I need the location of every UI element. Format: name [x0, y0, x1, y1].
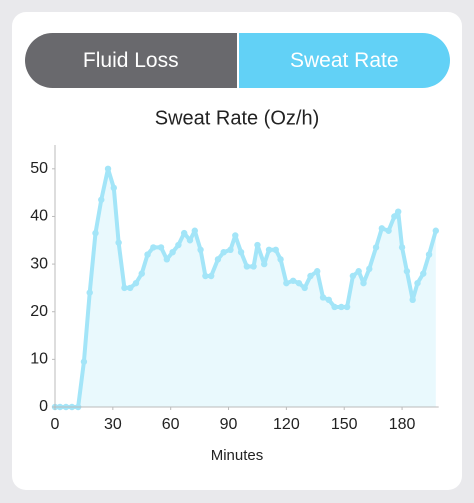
point: [80, 358, 88, 365]
point: [261, 260, 268, 268]
chart-title: Sweat Rate (Oz/h): [155, 107, 320, 129]
x-tick-label: 120: [273, 416, 300, 433]
point: [378, 225, 386, 232]
point: [132, 279, 140, 287]
point: [283, 279, 290, 287]
point: [272, 246, 279, 253]
point: [355, 268, 362, 275]
point: [366, 265, 373, 273]
point: [331, 303, 338, 311]
point: [343, 303, 351, 311]
point: [301, 284, 308, 292]
point: [420, 270, 427, 277]
point: [372, 244, 380, 251]
point: [250, 263, 257, 270]
x-tick-label: 60: [162, 416, 180, 433]
area: [55, 168, 436, 407]
point: [403, 268, 411, 275]
point: [186, 237, 194, 244]
point: [227, 246, 234, 253]
point: [163, 256, 171, 263]
tab-selected[interactable]: Sweat Rate: [238, 33, 450, 88]
point: [325, 296, 332, 304]
point: [214, 256, 222, 263]
point: [338, 303, 345, 311]
x-axis-label: Minutes: [211, 447, 264, 464]
point: [232, 232, 239, 239]
point: [391, 213, 398, 220]
point: [425, 251, 433, 258]
point: [197, 246, 204, 253]
point: [121, 284, 128, 292]
y-tick-label: 0: [39, 398, 48, 415]
point: [395, 208, 402, 215]
point: [126, 284, 134, 292]
point: [115, 239, 122, 246]
point: [191, 227, 198, 234]
point: [265, 246, 273, 253]
point: [243, 263, 251, 270]
x-tick-label: 180: [389, 416, 416, 433]
point: [144, 251, 151, 258]
point: [360, 279, 367, 287]
point: [277, 256, 284, 263]
segmented-control: Fluid Loss Sweat Rate: [25, 33, 450, 88]
point: [180, 229, 188, 237]
point: [169, 248, 176, 256]
point: [289, 277, 297, 284]
point: [86, 289, 93, 296]
point: [414, 279, 421, 287]
point: [385, 227, 392, 234]
point: [157, 244, 165, 251]
point: [175, 241, 182, 249]
point: [237, 248, 245, 256]
y-tick-label: 20: [30, 303, 48, 320]
x-tick-label: 90: [220, 416, 238, 433]
point: [295, 279, 303, 287]
x-tick-label: 30: [104, 416, 122, 433]
point: [314, 268, 321, 275]
x-tick-label: 150: [331, 416, 358, 433]
point: [98, 196, 105, 203]
point: [409, 296, 416, 304]
point: [202, 272, 209, 280]
tab[interactable]: Fluid Loss: [25, 33, 239, 88]
point: [398, 244, 406, 251]
point: [349, 272, 357, 280]
point: [254, 241, 261, 249]
y-tick-label: 50: [30, 160, 48, 177]
y-tick-label: 40: [30, 208, 48, 225]
y-tick-label: 10: [30, 351, 48, 368]
point: [432, 227, 440, 234]
point: [220, 248, 227, 256]
point: [150, 244, 157, 251]
point: [138, 270, 145, 277]
point: [207, 272, 215, 280]
point: [319, 294, 327, 301]
x-tick-label: 0: [51, 416, 60, 433]
point: [307, 272, 314, 280]
point: [92, 229, 99, 237]
y-tick-label: 30: [30, 255, 48, 272]
point: [110, 184, 118, 192]
point: [104, 165, 112, 173]
